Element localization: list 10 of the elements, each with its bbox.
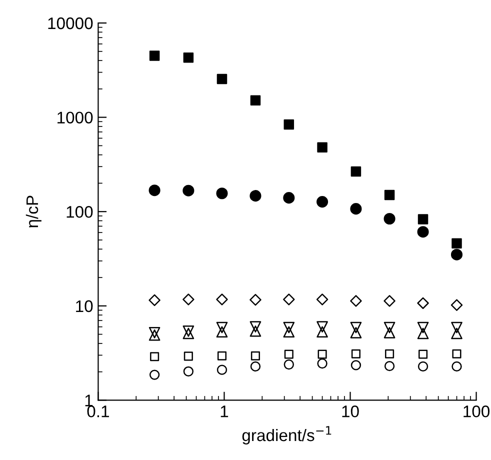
y-axis-title: η/cP	[26, 196, 42, 228]
x-tick-label: 100	[464, 406, 490, 418]
y-tick-label: 10000	[48, 17, 93, 30]
x-tick-label: 10	[342, 406, 359, 418]
x-tick-label: 1	[220, 406, 228, 418]
y-tick-label: 1000	[58, 112, 93, 124]
y-tick-label: 10	[76, 300, 93, 312]
x-tick-label: 0.1	[87, 406, 109, 418]
x-axis-title: gradient/s$^{−1}$	[242, 426, 332, 444]
y-tick-label: 100	[66, 206, 93, 218]
